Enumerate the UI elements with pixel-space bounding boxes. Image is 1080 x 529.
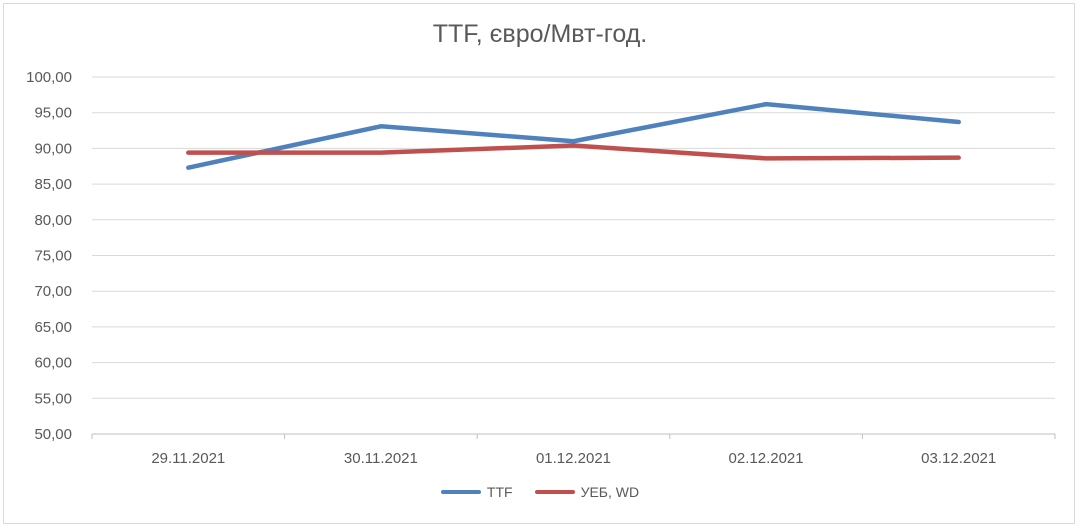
y-tick-label: 90,00 bbox=[34, 140, 72, 157]
x-tick-label: 01.12.2021 bbox=[536, 450, 611, 467]
x-tick-label: 29.11.2021 bbox=[151, 450, 225, 467]
x-tick-label: 03.12.2021 bbox=[921, 450, 996, 467]
y-tick-label: 80,00 bbox=[34, 212, 72, 229]
y-tick-label: 95,00 bbox=[34, 105, 72, 122]
legend-swatch bbox=[534, 490, 575, 494]
legend-label: TTF bbox=[486, 484, 513, 500]
x-tick-label: 02.12.2021 bbox=[729, 450, 804, 467]
y-tick-label: 65,00 bbox=[34, 319, 72, 336]
y-tick-label: 85,00 bbox=[34, 176, 72, 193]
y-tick-label: 70,00 bbox=[34, 283, 72, 300]
y-tick-label: 55,00 bbox=[34, 390, 72, 407]
series-line-ueb-wd bbox=[186, 143, 961, 161]
legend-item: УЕБ, WD bbox=[534, 484, 640, 500]
chart-legend: TTF УЕБ, WD bbox=[0, 484, 1080, 500]
y-tick-label: 50,00 bbox=[34, 426, 72, 443]
series-line-ttf bbox=[186, 101, 961, 170]
legend-item: TTF bbox=[440, 484, 513, 500]
chart-title: TTF, євро/Мвт-год. bbox=[432, 20, 648, 48]
y-tick-label: 75,00 bbox=[34, 248, 72, 265]
x-tick-label: 30.11.2021 bbox=[344, 450, 418, 467]
chart-frame bbox=[3, 3, 1075, 524]
legend-label: УЕБ, WD bbox=[580, 484, 640, 500]
legend-swatch bbox=[440, 490, 481, 494]
y-tick-label: 60,00 bbox=[34, 355, 72, 372]
y-tick-label: 100,00 bbox=[26, 69, 72, 86]
